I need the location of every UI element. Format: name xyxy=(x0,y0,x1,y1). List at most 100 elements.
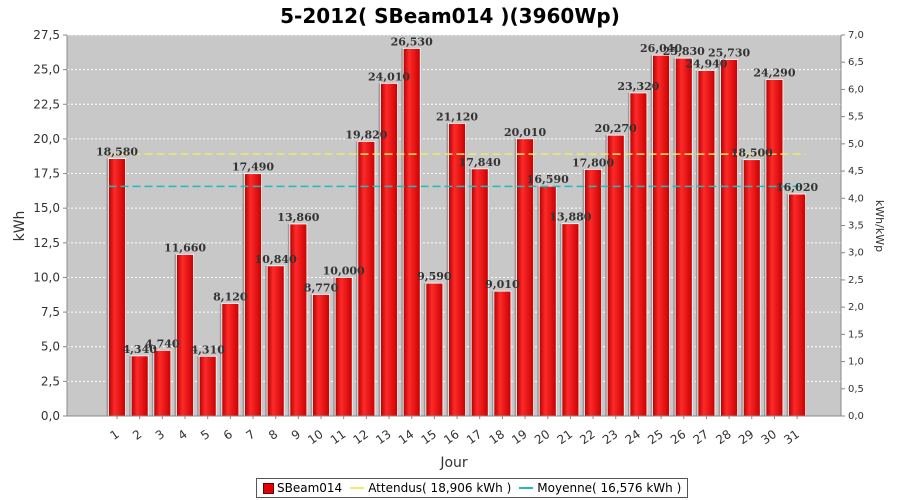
x-tick-label: 11 xyxy=(328,427,349,447)
x-tick-label: 21 xyxy=(555,427,576,447)
bar-shadow xyxy=(514,138,517,416)
y-right-tick-label: 5,5 xyxy=(848,112,864,123)
bar xyxy=(629,92,648,417)
y-tick-label: 27,5 xyxy=(33,28,60,42)
x-tick-label: 16 xyxy=(441,427,462,447)
data-label: 9,590 xyxy=(417,270,452,283)
data-label: 17,490 xyxy=(232,161,274,174)
y-right-tick-label: 3,0 xyxy=(848,248,864,259)
legend: SBeam014 Attendus( 18,906 kWh ) Moyenne(… xyxy=(256,478,689,498)
legend-item-moyenne: Moyenne( 16,576 kWh ) xyxy=(519,481,681,495)
x-tick-label: 31 xyxy=(781,427,802,447)
bar-shadow xyxy=(627,92,630,417)
data-label: 18,580 xyxy=(96,146,138,159)
x-tick-label: 20 xyxy=(532,427,553,447)
data-label: 11,660 xyxy=(164,241,206,254)
y-right-tick-label: 1,0 xyxy=(848,357,864,368)
data-label: 25,830 xyxy=(663,45,705,58)
x-tick-label: 28 xyxy=(713,427,734,447)
bar-shadow xyxy=(423,283,426,416)
x-tick-label: 29 xyxy=(736,427,757,447)
data-label: 16,020 xyxy=(776,181,818,194)
x-tick-label: 22 xyxy=(577,427,598,447)
legend-item-sbeam014: SBeam014 xyxy=(263,481,342,495)
bar xyxy=(108,158,126,417)
data-label: 10,840 xyxy=(255,253,297,266)
data-label: 8,120 xyxy=(213,291,248,304)
bar xyxy=(198,355,217,417)
y-right-tick-label: 4,0 xyxy=(848,193,864,204)
bar xyxy=(720,59,738,417)
bar-shadow xyxy=(718,59,721,416)
bar xyxy=(266,265,285,417)
bar xyxy=(697,70,716,417)
y-right-tick-label: 3,5 xyxy=(848,221,864,232)
y-right-tick-label: 2,0 xyxy=(848,302,864,313)
bar-shadow xyxy=(151,350,154,416)
x-tick-label: 25 xyxy=(645,427,666,447)
data-label: 4,310 xyxy=(190,343,225,356)
bar-shadow xyxy=(673,58,676,417)
x-tick-label: 30 xyxy=(759,427,780,447)
legend-swatch-moyenne xyxy=(519,487,534,489)
x-tick-label: 1 xyxy=(107,427,121,443)
bar xyxy=(402,48,421,417)
y-right-tick-label: 5,0 xyxy=(848,139,864,150)
data-label: 16,590 xyxy=(527,173,569,186)
data-label: 26,530 xyxy=(391,35,433,48)
y-tick-label: 0,0 xyxy=(41,409,60,423)
bar-shadow xyxy=(695,70,698,416)
data-label: 13,880 xyxy=(549,211,591,224)
bar-shadow xyxy=(763,79,766,417)
bar-shadow xyxy=(219,303,222,416)
chart-title: 5-2012( SBeam014 )(3960Wp) xyxy=(280,4,620,28)
bar xyxy=(130,355,149,417)
bar xyxy=(221,303,240,417)
bar-shadow xyxy=(605,135,608,416)
data-label: 24,290 xyxy=(753,66,795,79)
data-label: 20,010 xyxy=(504,126,546,139)
x-tick-label: 26 xyxy=(668,427,689,447)
data-label: 10,000 xyxy=(323,264,365,277)
bar xyxy=(561,223,580,417)
bar-shadow xyxy=(333,277,336,416)
data-label: 20,270 xyxy=(595,122,637,135)
y-right-tick-label: 6,5 xyxy=(848,57,864,68)
bar-shadow xyxy=(446,123,449,416)
x-tick-label: 23 xyxy=(600,427,621,447)
y-tick-label: 22,5 xyxy=(33,97,60,111)
bar xyxy=(176,254,194,417)
y-tick-label: 10,0 xyxy=(33,270,60,284)
y-right-tick-label: 2,5 xyxy=(848,275,864,286)
bar xyxy=(765,79,784,417)
legend-label-sbeam014: SBeam014 xyxy=(277,481,343,495)
x-tick-label: 19 xyxy=(509,427,530,447)
y-tick-label: 12,5 xyxy=(33,236,60,250)
bar xyxy=(312,294,330,417)
bar xyxy=(674,57,693,417)
data-label: 19,820 xyxy=(345,128,387,141)
x-tick-label: 6 xyxy=(221,427,235,443)
bar-shadow xyxy=(401,48,404,417)
data-label: 4,740 xyxy=(145,337,180,350)
bar xyxy=(584,168,602,417)
data-label: 17,840 xyxy=(459,156,501,169)
x-tick-label: 14 xyxy=(396,427,417,447)
reference-lines xyxy=(108,153,806,188)
y-right-tick-label: 0,5 xyxy=(848,384,864,395)
bar xyxy=(425,282,444,417)
bar-shadow xyxy=(469,168,472,416)
data-label: 8,770 xyxy=(304,281,339,294)
data-label: 4,340 xyxy=(122,343,157,356)
y-tick-label: 15,0 xyxy=(33,201,60,215)
y-tick-label: 7,5 xyxy=(41,305,60,319)
bar xyxy=(652,54,670,417)
y-axis-label: kWh xyxy=(12,211,28,242)
bars xyxy=(106,48,806,417)
x-tick-label: 2 xyxy=(130,427,144,443)
x-tick-label: 18 xyxy=(487,427,508,447)
bar xyxy=(334,277,353,417)
bar-shadow xyxy=(582,169,585,416)
x-axis-label: Jour xyxy=(439,455,468,471)
